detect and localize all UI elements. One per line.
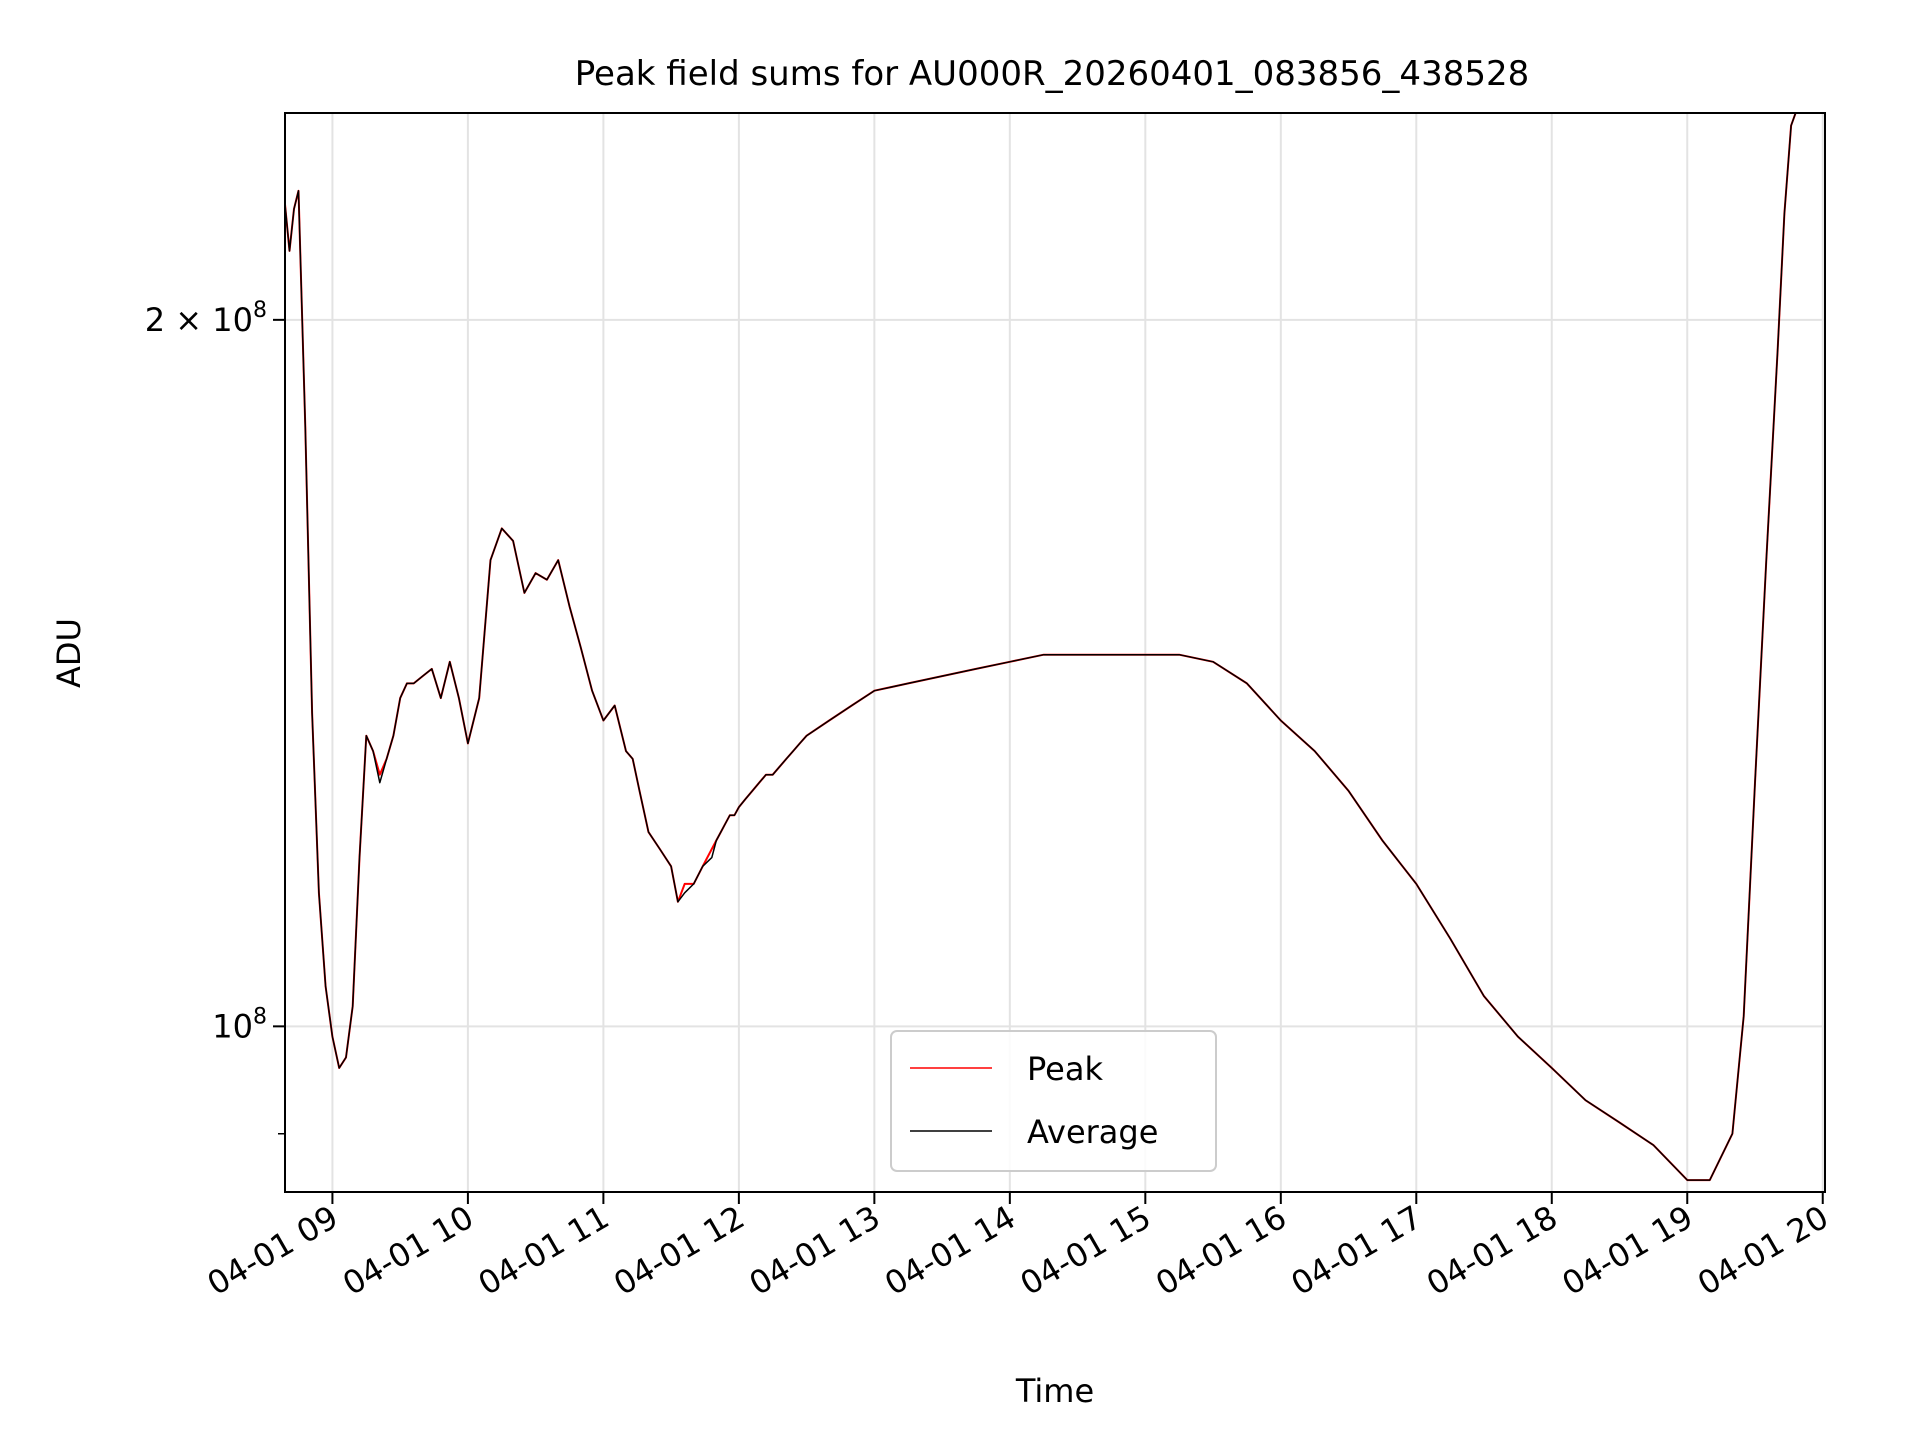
y-tick-label: 2 × 108 bbox=[145, 298, 267, 339]
x-axis-label: Time bbox=[1015, 1372, 1094, 1410]
y-axis-label: ADU bbox=[50, 618, 88, 688]
legend: Peak Average bbox=[890, 1030, 1217, 1172]
series-line-average bbox=[285, 113, 1823, 1181]
grid-lines bbox=[285, 113, 1825, 1192]
legend-average-label: Average bbox=[1027, 1113, 1158, 1151]
plot-frame bbox=[284, 112, 1826, 1193]
chart-title: Peak field sums for AU000R_20260401_0838… bbox=[575, 54, 1529, 94]
series-lines bbox=[285, 113, 1823, 1182]
legend-box bbox=[890, 1030, 1217, 1172]
legend-peak-label: Peak bbox=[1027, 1050, 1103, 1088]
